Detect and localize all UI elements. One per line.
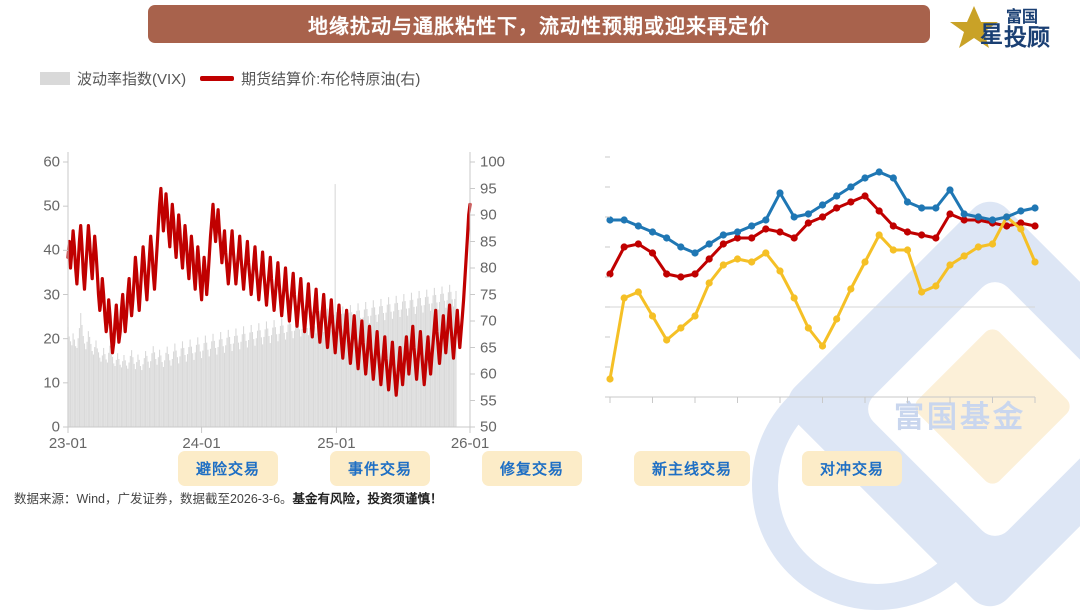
tag-button[interactable]: 新主线交易 — [634, 450, 751, 486]
y-axis-left-tick: 40 — [43, 241, 60, 259]
header: 地缘扰动与通胀粘性下，流动性预期或迎来再定价 星 富国 投顾 — [0, 0, 1080, 52]
legend-item-brent: 期货结算价:布伦特原油(右) — [200, 68, 420, 89]
logo-svg: 星 富国 投顾 — [950, 6, 1050, 50]
star-icon — [950, 6, 998, 48]
footer-source: 数据来源：Wind，广发证券，数据截至2026-3-6。 — [14, 492, 293, 506]
legend-swatch-bar-icon — [40, 72, 70, 85]
footer: 数据来源：Wind，广发证券，数据截至2026-3-6。基金有风险，投资须谨慎！ — [14, 488, 443, 507]
plot-area-right — [605, 156, 1039, 403]
chart-panel-ppi: 美国:PPI:同比 美国:PPI商品:同比 美国:PPI:服务:同比 -3-2-… — [540, 52, 1080, 492]
legend-item-vix: 波动率指数(VIX) — [40, 68, 186, 89]
x-axis-tick-left: 23-01 — [48, 435, 88, 452]
y-axis-right-tick: 75 — [480, 286, 497, 303]
page-title: 地缘扰动与通胀粘性下，流动性预期或迎来再定价 — [308, 15, 770, 38]
y-axis-right-tick: 85 — [480, 233, 497, 250]
logo-brand-top: 富国 — [1006, 7, 1038, 26]
title-banner: 地缘扰动与通胀粘性下，流动性预期或迎来再定价 — [148, 5, 930, 43]
y-axis-left-tick: 10 — [43, 374, 60, 392]
legend-swatch-line-icon — [200, 76, 235, 81]
charts-container: 波动率指数(VIX) 期货结算价:布伦特原油(右) 0 10 20 30 40 50 60 5… — [0, 52, 1080, 492]
x-axis-tick-left: 26-01 — [450, 435, 490, 452]
plot-area-left — [63, 152, 475, 433]
x-axis-tick-left: 24-01 — [182, 435, 221, 452]
y-axis-right-tick: 60 — [480, 365, 497, 383]
tag-row: 避险交易 事件交易 修复交易 新主线交易 对冲交易 — [0, 448, 1080, 488]
y-axis-right-tick: 55 — [480, 392, 497, 409]
legend-label-brent: 期货结算价:布伦特原油(右) — [241, 71, 421, 88]
y-axis-left-tick: 30 — [43, 286, 60, 303]
y-axis-right-tick: 70 — [480, 312, 497, 330]
tag-button[interactable]: 避险交易 — [177, 450, 278, 486]
y-axis-left-tick: 60 — [43, 153, 60, 171]
logo-star-char: 星 — [980, 21, 1003, 47]
y-axis-right-tick: 80 — [480, 259, 497, 277]
y-axis-left-tick: 50 — [43, 197, 60, 215]
y-axis-left-tick: 20 — [43, 330, 60, 348]
legend-left: 波动率指数(VIX) 期货结算价:布伦特原油(右) — [40, 68, 420, 89]
chart-panel-vix-brent: 波动率指数(VIX) 期货结算价:布伦特原油(右) 0 10 20 30 40 50 60 5… — [0, 52, 540, 492]
brand-logo: 星 富国 投顾 — [944, 2, 1072, 50]
y-axis-right-tick: 90 — [480, 206, 497, 224]
y-axis-right-tick: 95 — [480, 180, 497, 197]
x-axis-tick-left: 25-01 — [317, 435, 356, 452]
y-axis-right-tick: 100 — [480, 153, 506, 171]
y-axis-right-tick: 50 — [480, 418, 497, 436]
y-axis-right-tick: 65 — [480, 339, 497, 356]
tag-button[interactable]: 修复交易 — [481, 450, 582, 486]
y-axis-left-tick: 0 — [51, 418, 60, 436]
tag-button[interactable]: 事件交易 — [329, 450, 430, 486]
footer-risk: 基金有风险，投资须谨慎！ — [292, 492, 443, 506]
tag-button[interactable]: 对冲交易 — [802, 450, 903, 486]
legend-label-vix: 波动率指数(VIX) — [77, 71, 187, 88]
logo-brand-bottom: 投顾 — [1004, 24, 1050, 50]
